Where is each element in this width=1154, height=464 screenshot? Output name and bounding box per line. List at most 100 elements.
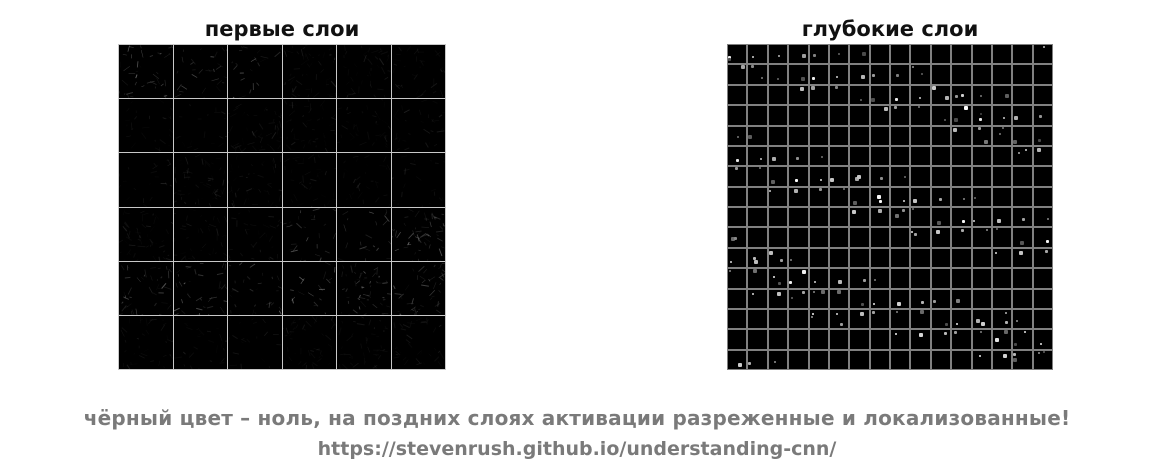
activation-map xyxy=(768,330,788,349)
activation-map xyxy=(748,208,767,227)
activation-map xyxy=(931,45,951,64)
activation-map xyxy=(119,45,173,99)
activation-map xyxy=(1013,85,1032,105)
activation-map xyxy=(1033,167,1052,186)
activation-map xyxy=(809,106,828,125)
activation-map xyxy=(952,85,971,105)
activation-spot xyxy=(811,312,814,315)
activation-map xyxy=(789,309,808,329)
activation-map xyxy=(911,45,930,64)
activation-map xyxy=(728,269,747,288)
activation-map xyxy=(1013,228,1032,247)
activation-spot xyxy=(943,332,947,336)
activation-spot xyxy=(1014,116,1019,121)
activation-map xyxy=(228,207,282,261)
activation-spot xyxy=(972,220,975,222)
activation-spot xyxy=(903,199,905,202)
activation-map xyxy=(1013,350,1032,369)
activation-map xyxy=(809,167,828,186)
activation-map xyxy=(748,350,767,369)
activation-map xyxy=(768,167,788,186)
activation-map xyxy=(972,208,991,227)
activation-map xyxy=(952,45,971,64)
activation-map xyxy=(282,315,336,369)
activation-map xyxy=(809,187,828,206)
activation-map xyxy=(768,309,788,329)
activation-map xyxy=(173,45,227,99)
activation-map xyxy=(1033,228,1052,247)
activation-spot xyxy=(980,321,985,326)
activation-map xyxy=(850,248,869,268)
activation-map xyxy=(1013,208,1032,227)
activation-map xyxy=(972,309,991,329)
activation-spot xyxy=(813,281,816,284)
activation-spot xyxy=(801,77,806,82)
activation-map xyxy=(992,167,1012,186)
activation-map xyxy=(972,167,991,186)
activation-spot xyxy=(810,315,813,318)
activation-spot xyxy=(963,197,966,200)
activation-spot xyxy=(753,269,758,274)
activation-spot xyxy=(944,95,949,100)
activation-spot xyxy=(943,119,946,122)
activation-spot xyxy=(1003,330,1008,335)
activation-map xyxy=(748,126,767,145)
activation-map xyxy=(1033,106,1052,125)
activation-spot xyxy=(879,177,883,181)
activation-map xyxy=(728,330,747,349)
activation-map xyxy=(282,153,336,207)
source-link[interactable]: https://stevenrush.github.io/understandi… xyxy=(317,438,837,460)
activation-spot xyxy=(735,167,738,171)
activation-map xyxy=(391,207,445,261)
activation-map xyxy=(972,350,991,369)
activation-map xyxy=(391,153,445,207)
activation-spot xyxy=(1024,331,1027,334)
activation-map xyxy=(952,126,971,145)
activation-map xyxy=(768,45,788,64)
activation-spot xyxy=(979,113,982,116)
activation-map xyxy=(829,208,849,227)
activation-spot xyxy=(912,208,915,210)
activation-map xyxy=(748,269,767,288)
activation-map xyxy=(911,330,930,349)
activation-map xyxy=(972,269,991,288)
activation-map xyxy=(768,269,788,288)
activation-spot xyxy=(753,256,757,260)
activation-map xyxy=(870,330,889,349)
activation-map xyxy=(728,208,747,227)
activation-spot xyxy=(741,65,745,70)
activation-spot xyxy=(973,196,976,199)
activation-map xyxy=(850,65,869,84)
activation-map xyxy=(870,146,889,166)
activation-map xyxy=(337,99,391,153)
activation-spot xyxy=(1036,147,1041,152)
activation-map xyxy=(891,126,910,145)
activation-map xyxy=(931,85,951,105)
activation-map xyxy=(829,126,849,145)
activation-map xyxy=(809,248,828,268)
activation-spot xyxy=(935,230,940,235)
activation-spot xyxy=(1038,115,1042,119)
activation-map xyxy=(952,289,971,308)
activation-map xyxy=(992,65,1012,84)
activation-map xyxy=(870,45,889,64)
activation-spot xyxy=(931,85,936,90)
activation-spot xyxy=(738,362,742,367)
activation-spot xyxy=(978,354,981,357)
activation-map xyxy=(992,45,1012,64)
activation-spot xyxy=(1002,117,1005,120)
activation-map xyxy=(728,309,747,329)
activation-map xyxy=(850,350,869,369)
activation-spot xyxy=(811,77,815,81)
activation-map xyxy=(850,167,869,186)
activation-map xyxy=(173,315,227,369)
activation-map xyxy=(952,330,971,349)
activation-map xyxy=(748,228,767,247)
activation-map xyxy=(931,106,951,125)
activation-map xyxy=(728,146,747,166)
activation-map xyxy=(119,99,173,153)
activation-map xyxy=(728,187,747,206)
activation-map xyxy=(119,315,173,369)
activation-map xyxy=(992,228,1012,247)
